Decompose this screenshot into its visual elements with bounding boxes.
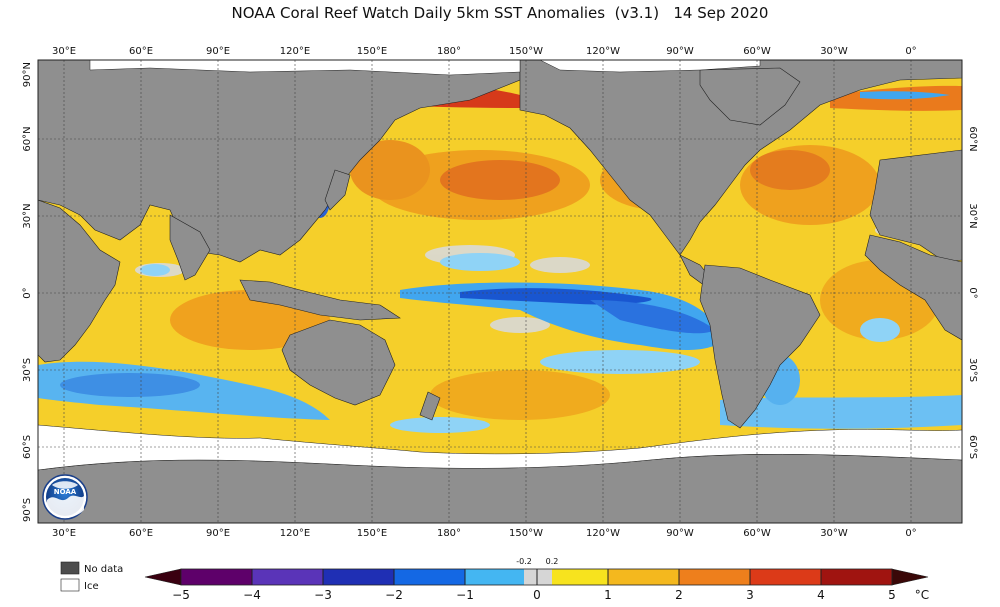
map-border xyxy=(37,59,963,524)
map-title: NOAA Coral Reef Watch Daily 5km SST Anom… xyxy=(231,4,769,22)
greenland-land xyxy=(699,67,801,126)
colorbar-ticks xyxy=(251,569,822,585)
lon-label: 60°W xyxy=(743,46,771,57)
nodata-swatch xyxy=(60,561,80,575)
colorbar-segment xyxy=(323,569,394,585)
india-land xyxy=(169,214,211,281)
lon-label: 120°E xyxy=(280,528,310,539)
colorbar-segment xyxy=(252,569,323,585)
colorbar-segment xyxy=(608,569,679,585)
colorbar-segment xyxy=(394,569,465,585)
colorbar-tick-label: −3 xyxy=(314,588,332,602)
colorbar-segment xyxy=(524,569,552,585)
lon-label: 90°E xyxy=(206,46,230,57)
lon-labels-bottom: 30°E 60°E 90°E 120°E 150°E 180° 150°W 12… xyxy=(52,528,917,539)
lat-label: 60°S xyxy=(967,435,978,459)
lat-label: 30°N xyxy=(22,203,33,228)
lon-label: 180° xyxy=(437,46,461,57)
colorbar-segment xyxy=(465,569,524,585)
north-america-land xyxy=(519,60,962,256)
eurasia-land xyxy=(38,60,521,263)
lon-label: 0° xyxy=(905,46,916,57)
lat-label: 60°N xyxy=(22,126,33,151)
logo-text: NOAA xyxy=(54,488,77,496)
lon-label: 150°E xyxy=(357,46,387,57)
lon-label: 120°E xyxy=(280,46,310,57)
lon-label: 30°E xyxy=(52,46,76,57)
colorbar-segment xyxy=(181,569,252,585)
colorbar-segment xyxy=(750,569,821,585)
colorbar-small-tick-label: 0.2 xyxy=(546,557,559,566)
noaa-logo: NOAA xyxy=(42,474,88,520)
ice-label: Ice xyxy=(84,581,99,592)
colorbar-high-arrow xyxy=(891,568,929,586)
lon-label: 30°E xyxy=(52,528,76,539)
colorbar-low-arrow xyxy=(144,568,182,586)
colorbar-tick-label: −4 xyxy=(243,588,261,602)
colorbar-tick-label: −2 xyxy=(385,588,403,602)
lon-label: 90°W xyxy=(666,46,694,57)
ice-swatch xyxy=(60,578,80,592)
lat-labels-left: 90°N 60°N 30°N 0° 30°S 60°S 90°S xyxy=(22,62,33,522)
lat-label: 30°N xyxy=(967,203,978,228)
colorbar-segments xyxy=(181,569,892,585)
indonesia-land xyxy=(239,279,401,321)
europe-land xyxy=(869,149,962,263)
colorbar-small-tick-label: -0.2 xyxy=(516,557,532,566)
lon-label: 60°W xyxy=(743,528,771,539)
australia-land xyxy=(281,319,396,406)
colorbar-tick-label: 2 xyxy=(675,588,683,602)
newzealand-land xyxy=(419,391,441,421)
nodata-label: No data xyxy=(84,564,123,575)
colorbar-tick-label: 0 xyxy=(533,588,541,602)
lon-label: 180° xyxy=(437,528,461,539)
colorbar-tick-label: 5 xyxy=(888,588,896,602)
lon-label: 0° xyxy=(905,528,916,539)
lon-label: 150°E xyxy=(357,528,387,539)
lat-label: 0° xyxy=(967,287,978,298)
west-africa-land xyxy=(864,234,962,341)
map-area xyxy=(38,60,962,523)
africa-land xyxy=(38,199,121,363)
lat-label: 30°S xyxy=(967,358,978,382)
south-america-land xyxy=(699,264,821,429)
warm-anomaly-regions xyxy=(170,140,940,420)
lat-label: 90°N xyxy=(22,62,33,87)
colorbar-unit: °C xyxy=(915,588,929,602)
land-masses xyxy=(38,60,962,523)
colorbar-tick-label: −1 xyxy=(456,588,474,602)
colorbar: −5 −4 −3 −2 −1 0 1 2 3 4 5 -0.2 0.2 °C xyxy=(144,557,929,602)
colorbar-tick-label: −5 xyxy=(172,588,190,602)
graticule xyxy=(38,60,962,523)
colorbar-segment xyxy=(821,569,892,585)
colorbar-tick-label: 4 xyxy=(817,588,825,602)
lon-label: 60°E xyxy=(129,528,153,539)
lat-label: 90°S xyxy=(22,498,33,522)
colorbar-segment xyxy=(679,569,750,585)
lon-label: 120°W xyxy=(586,46,620,57)
colorbar-segment xyxy=(552,569,608,585)
lat-label: 60°N xyxy=(967,126,978,151)
lon-label: 90°W xyxy=(666,528,694,539)
colorbar-tick-label: 3 xyxy=(746,588,754,602)
lon-label: 120°W xyxy=(586,528,620,539)
colorbar-tick-label: 1 xyxy=(604,588,612,602)
lon-label: 60°E xyxy=(129,46,153,57)
map-legend: No data Ice xyxy=(60,561,123,592)
lat-label: 60°S xyxy=(22,435,33,459)
lat-labels-right: 60°N 30°N 0° 30°S 60°S xyxy=(967,126,978,459)
lon-labels-top: 30°E 60°E 90°E 120°E 150°E 180° 150°W 12… xyxy=(52,46,917,57)
lon-label: 30°W xyxy=(820,46,848,57)
lon-label: 150°W xyxy=(509,528,543,539)
lon-label: 30°W xyxy=(820,528,848,539)
japan-land xyxy=(324,169,351,211)
lat-label: 0° xyxy=(22,287,33,298)
lon-label: 90°E xyxy=(206,528,230,539)
ice-regions xyxy=(38,60,962,471)
lon-label: 150°W xyxy=(509,46,543,57)
lat-label: 30°S xyxy=(22,358,33,382)
